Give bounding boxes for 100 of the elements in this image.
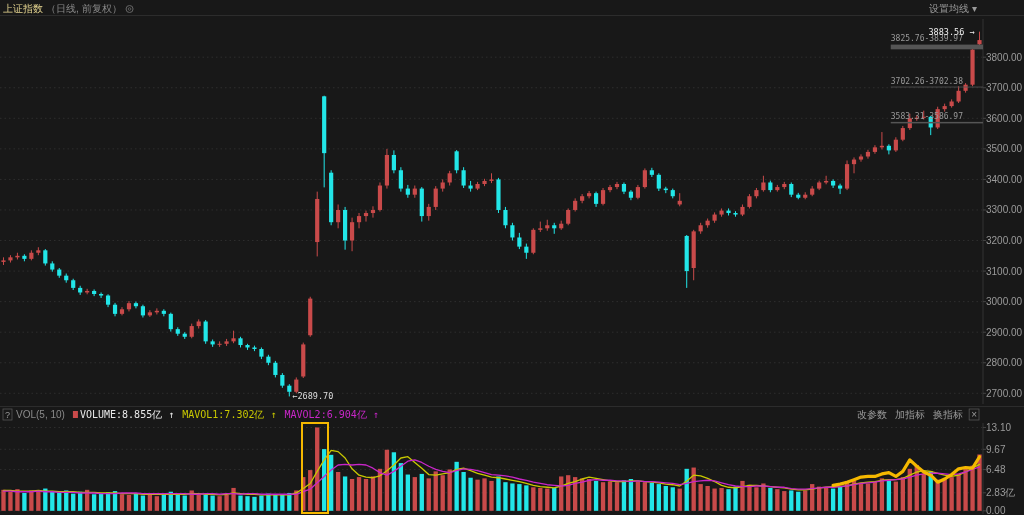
bar	[768, 487, 773, 511]
bar	[217, 496, 222, 511]
bar	[963, 468, 968, 511]
annotation: ←2689.70	[292, 391, 334, 402]
bar	[524, 485, 529, 511]
bar	[1, 489, 6, 511]
bar	[475, 479, 480, 511]
bar	[663, 486, 668, 511]
bar	[57, 492, 62, 511]
bar	[91, 494, 97, 511]
bar	[510, 483, 515, 511]
bar	[600, 482, 606, 511]
y-tick-label: 2700.00	[986, 387, 1023, 399]
bar	[119, 494, 125, 511]
y-tick-label: 6.48	[986, 464, 1006, 476]
bar	[154, 496, 160, 511]
bar	[677, 488, 682, 511]
text: MAVOL2:6.904亿 ↑	[284, 409, 379, 420]
bar	[517, 484, 522, 511]
bar	[698, 484, 703, 511]
bar	[259, 495, 264, 511]
y-tick-label: 2.83亿	[986, 487, 1016, 499]
line-series	[831, 455, 982, 487]
chart-title: VOL(5, 10)	[16, 409, 65, 420]
bar	[921, 473, 926, 511]
y-tick-label: 3200.00	[986, 235, 1023, 247]
bar	[552, 487, 557, 511]
legend-label: VOLUME:8.855亿 ↑	[79, 409, 175, 420]
bar	[803, 490, 808, 511]
bar	[454, 461, 459, 511]
y-tick-label: 3600.00	[986, 112, 1023, 124]
bar	[782, 491, 787, 511]
bar	[865, 483, 871, 511]
chart-subtitle: （日线, 前复权）	[46, 3, 122, 14]
bar	[461, 472, 466, 511]
bar	[405, 474, 410, 511]
bar	[252, 496, 257, 511]
bar	[503, 482, 508, 511]
bar	[656, 484, 661, 511]
bar	[224, 494, 229, 511]
bar	[245, 496, 250, 511]
bar	[36, 491, 41, 511]
bar	[740, 480, 745, 511]
bar	[761, 483, 766, 511]
bar	[482, 478, 487, 511]
bar	[712, 488, 717, 511]
bar	[614, 482, 620, 511]
text: 设置均线 ▾	[929, 3, 977, 14]
bar	[328, 454, 334, 511]
bar	[545, 488, 550, 511]
y-tick-label: 3300.00	[986, 204, 1023, 216]
bar	[426, 478, 431, 511]
bar	[210, 495, 215, 511]
bar	[886, 480, 892, 511]
bar	[71, 493, 76, 511]
bar	[837, 486, 843, 511]
bar	[642, 482, 648, 511]
bar	[789, 490, 794, 511]
band-label: 3702.26-3702.38	[890, 76, 964, 86]
bar	[370, 476, 376, 511]
bar	[538, 487, 543, 511]
bar	[496, 476, 501, 511]
chart-title: 上证指数	[3, 3, 43, 14]
bar	[489, 480, 494, 511]
bar	[775, 489, 780, 511]
y-tick-label: 3000.00	[986, 296, 1023, 308]
band-label: 3825.76-3839.97	[890, 34, 964, 44]
bar	[22, 493, 27, 511]
y-tick-label: 3700.00	[986, 82, 1023, 94]
y-tick-label: 0.00	[986, 505, 1006, 515]
bar	[823, 487, 829, 511]
text: 换指标	[933, 409, 964, 420]
bar	[419, 473, 424, 511]
text: MAVOL1:7.302亿 ↑	[182, 409, 277, 420]
text: 改参数	[857, 409, 888, 420]
y-tick-label: 3400.00	[986, 173, 1023, 185]
y-tick-label: 3800.00	[986, 51, 1023, 63]
bar	[796, 491, 801, 511]
bar	[830, 488, 836, 511]
bar	[349, 479, 355, 511]
text: 加指标	[895, 409, 926, 420]
bar	[649, 482, 655, 511]
bar	[593, 480, 599, 511]
bar	[942, 479, 947, 511]
bar	[726, 489, 731, 511]
bar	[363, 479, 369, 511]
y-tick-label: 13.10	[986, 421, 1012, 433]
bar	[719, 487, 724, 511]
bar	[440, 475, 445, 511]
y-tick-label: 3500.00	[986, 143, 1023, 155]
bar	[398, 463, 404, 511]
bar	[238, 495, 243, 511]
line-series	[2, 459, 981, 495]
bar	[140, 495, 146, 511]
y-tick-label: 2800.00	[986, 357, 1023, 369]
bar	[161, 494, 166, 511]
y-tick-label: 9.67	[986, 443, 1006, 455]
bar	[733, 486, 738, 511]
bar	[468, 477, 473, 511]
bar	[342, 476, 348, 511]
